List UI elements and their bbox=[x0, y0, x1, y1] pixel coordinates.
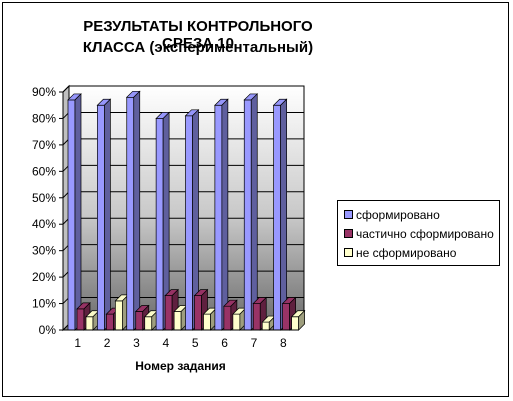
x-tick-label: 4 bbox=[162, 336, 169, 350]
bar-s0-c7-side bbox=[250, 93, 258, 331]
x-tick-label: 7 bbox=[251, 336, 258, 350]
bar-s0-c7 bbox=[243, 93, 259, 331]
legend-item-sformirovano: сформировано bbox=[344, 208, 440, 222]
legend-item-ne-sformirovano: не сформировано bbox=[344, 246, 456, 260]
bar-s0-c6-side bbox=[221, 98, 229, 331]
y-tick-label: 70% bbox=[32, 138, 56, 152]
x-tick-label: 1 bbox=[74, 336, 81, 350]
bar-s1-c1-front bbox=[76, 308, 85, 331]
bar-s0-c3-front bbox=[126, 96, 135, 331]
x-tick-label: 5 bbox=[192, 336, 199, 350]
bar-s0-c2 bbox=[96, 98, 112, 331]
y-tick-label: 80% bbox=[32, 111, 56, 125]
bar-s0-c6 bbox=[214, 98, 229, 331]
bar-s2-c8 bbox=[290, 309, 306, 331]
bar-s1-c3-front bbox=[135, 311, 144, 331]
x-tick-label: 2 bbox=[104, 336, 111, 350]
bar-s2-c1-front bbox=[85, 316, 94, 331]
bar-s1-c2-front bbox=[106, 313, 114, 331]
bar-s1-c6-front bbox=[223, 305, 232, 331]
bar-s2-c6-front bbox=[232, 313, 241, 331]
y-tick-label: 0% bbox=[39, 323, 57, 337]
bar-s0-c8 bbox=[272, 98, 288, 331]
bar-s0-c1 bbox=[67, 93, 82, 331]
y-tick-label: 60% bbox=[32, 164, 56, 178]
bar-s2-c4-front bbox=[173, 311, 182, 331]
legend-swatch-sformirovano bbox=[344, 210, 353, 219]
bar-s0-c1-side bbox=[74, 93, 82, 331]
bar-s2-c8-side bbox=[298, 309, 305, 331]
x-axis-title: Номер задания bbox=[135, 359, 225, 373]
bar-s0-c4-front bbox=[155, 118, 164, 331]
chart-title-line1: РЕЗУЛЬТАТЫ КОНТРОЛЬНОГО СРЕЗА 10 bbox=[83, 18, 313, 52]
bar-s1-c4-front bbox=[164, 295, 173, 331]
bar-s0-c2-front bbox=[97, 104, 105, 331]
bar-s1-c7-front bbox=[252, 303, 261, 331]
gridline-diag bbox=[62, 85, 70, 93]
bar-s0-c5-front bbox=[185, 115, 193, 331]
y-tick-label: 40% bbox=[32, 217, 56, 231]
chart-legend: сформировано частично сформировано не сф… bbox=[337, 200, 500, 266]
bar-s0-c8-side bbox=[280, 98, 287, 331]
bar-s0-c2-side bbox=[104, 98, 111, 331]
bar-s0-c3-side bbox=[133, 90, 141, 331]
legend-item-chastichno: частично сформировано bbox=[344, 227, 494, 241]
legend-label-ne-sformirovano: не сформировано bbox=[356, 246, 457, 260]
bar-s0-c7-front bbox=[243, 99, 252, 331]
bar-s2-c7-front bbox=[261, 321, 270, 331]
bar-s1-c5-front bbox=[194, 295, 202, 331]
bar-s0-c6-front bbox=[214, 104, 223, 331]
legend-label-sformirovano: сформировано bbox=[356, 208, 440, 222]
bar-s2-c3-front bbox=[144, 316, 153, 331]
bar-s2-c5-front bbox=[203, 313, 211, 331]
bar-s0-c8-front bbox=[273, 104, 281, 331]
bar-s2-c2-front bbox=[115, 300, 123, 331]
y-tick-label: 20% bbox=[32, 270, 56, 284]
bar-s1-c8-front bbox=[282, 303, 290, 331]
bar-s2-c8-front bbox=[291, 316, 299, 331]
y-tick-label: 30% bbox=[32, 244, 56, 258]
bar-s0-c1-front bbox=[67, 99, 76, 331]
legend-swatch-chastichno bbox=[344, 229, 353, 238]
legend-swatch-ne-sformirovano bbox=[344, 248, 353, 257]
legend-label-chastichno: частично сформировано bbox=[356, 227, 494, 241]
bar-s0-c3 bbox=[125, 90, 141, 331]
y-tick-label: 90% bbox=[32, 85, 56, 99]
bar-s0-c5 bbox=[184, 108, 200, 331]
y-tick-label: 50% bbox=[32, 191, 56, 205]
y-tick-label: 10% bbox=[32, 297, 56, 311]
x-tick-label: 3 bbox=[133, 336, 140, 350]
x-tick-label: 6 bbox=[221, 336, 228, 350]
chart-title-line2: КЛАССА (экспериментальный) bbox=[82, 39, 314, 56]
x-tick-label: 8 bbox=[280, 336, 287, 350]
